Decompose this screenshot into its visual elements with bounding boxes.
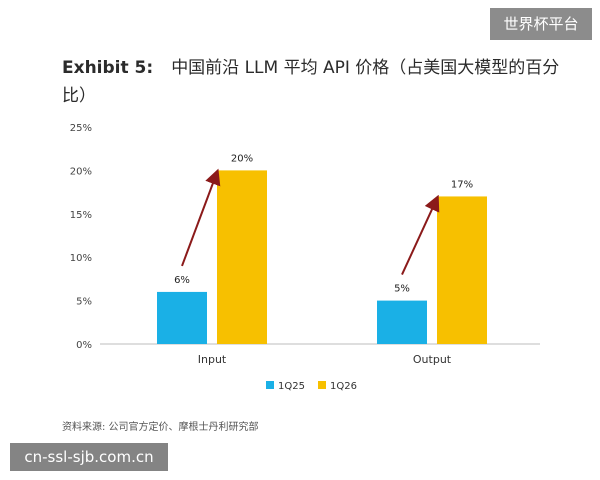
bar-chart: 0% 5% 10% 15% 20% 25% 6% 20% Input 5% 17% Output 1Q2…: [70, 123, 540, 392]
bar-1q25-input: [157, 291, 207, 344]
bar-1q26-output: [437, 196, 487, 344]
y-tick-label: 20%: [70, 166, 92, 177]
source-note: 资料来源: 公司官方定价、摩根士丹利研究部: [62, 422, 259, 433]
trend-arrow: [181, 168, 221, 267]
legend-label: 1Q25: [278, 381, 305, 392]
watermark-bottom: cn-ssl-sjb.com.cn: [10, 443, 168, 471]
y-tick-label: 25%: [70, 123, 92, 134]
legend-swatch-1q26: [318, 381, 326, 389]
bar-1q26-input: [217, 170, 267, 344]
y-tick-label: 15%: [70, 210, 92, 221]
watermark-top: 世界杯平台: [490, 8, 592, 40]
data-label: 20%: [231, 153, 253, 164]
bar-1q25-output: [377, 300, 427, 344]
y-tick-label: 10%: [70, 253, 92, 264]
legend-swatch-1q25: [266, 381, 274, 389]
y-tick-label: 5%: [76, 297, 92, 308]
trend-arrow: [401, 194, 440, 276]
data-label: 5%: [394, 284, 410, 295]
title-text: 中国前沿 LLM 平均 API 价格（占美国大模型的百分比）: [62, 58, 560, 106]
chart-title: Exhibit 5: 中国前沿 LLM 平均 API 价格（占美国大模型的百分比）: [62, 54, 562, 110]
x-category-label: Output: [413, 353, 452, 366]
data-label: 17%: [451, 179, 473, 190]
x-category-label: Input: [198, 353, 227, 366]
data-label: 6%: [174, 275, 190, 286]
exhibit-label: Exhibit 5:: [62, 58, 154, 78]
legend-label: 1Q26: [330, 381, 357, 392]
y-tick-label: 0%: [76, 340, 92, 351]
